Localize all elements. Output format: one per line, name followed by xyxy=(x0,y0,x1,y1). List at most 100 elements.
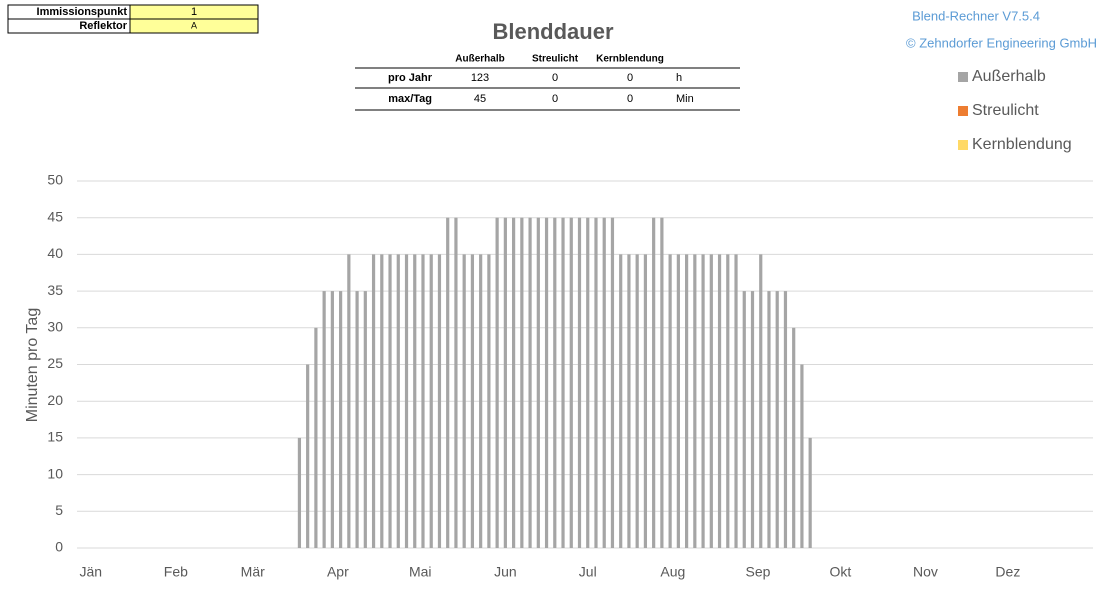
bar xyxy=(330,291,334,548)
bar xyxy=(808,437,812,548)
y-tick-label: 35 xyxy=(47,282,63,298)
x-tick-label: Feb xyxy=(164,564,188,580)
y-axis-label: Minuten pro Tag xyxy=(24,308,41,422)
cell: 0 xyxy=(552,93,558,105)
cell: 0 xyxy=(627,93,633,105)
y-tick-label: 30 xyxy=(47,319,63,335)
row-label: max/Tag xyxy=(388,93,432,105)
x-tick-label: Nov xyxy=(913,564,938,580)
bar xyxy=(479,254,483,548)
bar xyxy=(487,254,491,548)
legend-label: Außerhalb xyxy=(972,68,1046,85)
bar xyxy=(503,217,507,548)
cell: 45 xyxy=(474,93,486,105)
bar xyxy=(314,327,318,548)
x-tick-label: Mär xyxy=(241,564,265,580)
x-tick-label: Jän xyxy=(79,564,102,580)
bar xyxy=(586,217,590,548)
legend-swatch xyxy=(958,72,968,82)
x-tick-label: Jun xyxy=(494,564,517,580)
bar xyxy=(536,217,540,548)
bar xyxy=(446,217,450,548)
bar xyxy=(404,254,409,548)
bar xyxy=(421,254,425,548)
value: 1 xyxy=(191,6,197,18)
x-tick-label: Apr xyxy=(327,564,349,580)
bar xyxy=(726,254,730,548)
bar xyxy=(701,254,705,548)
x-tick-label: Dez xyxy=(995,564,1020,580)
bar xyxy=(413,254,417,548)
y-tick-label: 25 xyxy=(47,355,63,371)
input-table: Immissionspunkt 1 Reflektor A xyxy=(7,4,259,34)
bar xyxy=(429,254,433,548)
bar xyxy=(495,217,499,548)
unit: h xyxy=(676,72,682,84)
bar xyxy=(717,254,722,548)
bar xyxy=(709,254,713,548)
header: Außerhalb xyxy=(455,54,504,65)
bar xyxy=(544,217,549,548)
y-tick-label: 0 xyxy=(55,539,63,555)
value: A xyxy=(191,20,197,30)
x-tick-label: Sep xyxy=(746,564,771,580)
bar xyxy=(635,254,639,548)
bar xyxy=(676,254,680,548)
row-label: pro Jahr xyxy=(388,72,433,84)
header: Streulicht xyxy=(532,54,579,65)
bar xyxy=(512,217,516,548)
bar xyxy=(668,254,672,548)
cell: 0 xyxy=(627,72,633,84)
x-tick-label: Jul xyxy=(579,564,597,580)
y-tick-label: 50 xyxy=(47,172,63,188)
legend-swatch xyxy=(958,106,968,116)
bar xyxy=(767,291,771,548)
bar xyxy=(462,254,466,548)
x-tick-label: Okt xyxy=(829,564,851,580)
bar xyxy=(520,217,524,548)
bar xyxy=(577,217,582,548)
bar xyxy=(619,254,623,548)
y-tick-label: 40 xyxy=(47,245,63,261)
bar xyxy=(610,217,615,548)
summary-table: Außerhalb Streulicht Kernblendung pro Ja… xyxy=(355,54,740,111)
bar xyxy=(792,327,796,548)
bar xyxy=(685,254,689,548)
y-tick-label: 10 xyxy=(47,465,63,481)
bar xyxy=(652,217,656,548)
bar xyxy=(783,291,788,548)
label: Reflektor xyxy=(79,20,127,32)
bar xyxy=(742,291,746,548)
bar xyxy=(371,254,376,548)
bar xyxy=(553,217,557,548)
bar xyxy=(750,291,755,548)
bar xyxy=(339,291,343,548)
bar xyxy=(396,254,400,548)
bar xyxy=(470,254,475,548)
y-tick-label: 20 xyxy=(47,392,63,408)
bar xyxy=(297,437,302,548)
header: Kernblendung xyxy=(596,54,664,65)
bar xyxy=(734,254,738,548)
bar xyxy=(306,364,310,548)
label: Immissionspunkt xyxy=(37,6,128,18)
bar xyxy=(594,217,598,548)
legend-swatch xyxy=(958,140,968,150)
legend-label: Streulicht xyxy=(972,102,1039,119)
copyright: © Zehndorfer Engineering GmbH xyxy=(906,35,1097,50)
bar xyxy=(775,291,779,548)
cell: 0 xyxy=(552,72,558,84)
x-tick-label: Aug xyxy=(660,564,685,580)
bar xyxy=(380,254,384,548)
chart-title: Blenddauer xyxy=(492,19,613,44)
bar xyxy=(322,291,326,548)
bar xyxy=(355,291,359,548)
cell: 123 xyxy=(471,72,489,84)
bar xyxy=(693,254,697,548)
x-tick-label: Mai xyxy=(409,564,432,580)
y-tick-label: 15 xyxy=(47,429,63,445)
bar xyxy=(660,217,664,548)
y-tick-label: 45 xyxy=(47,208,63,224)
bar xyxy=(454,217,458,548)
